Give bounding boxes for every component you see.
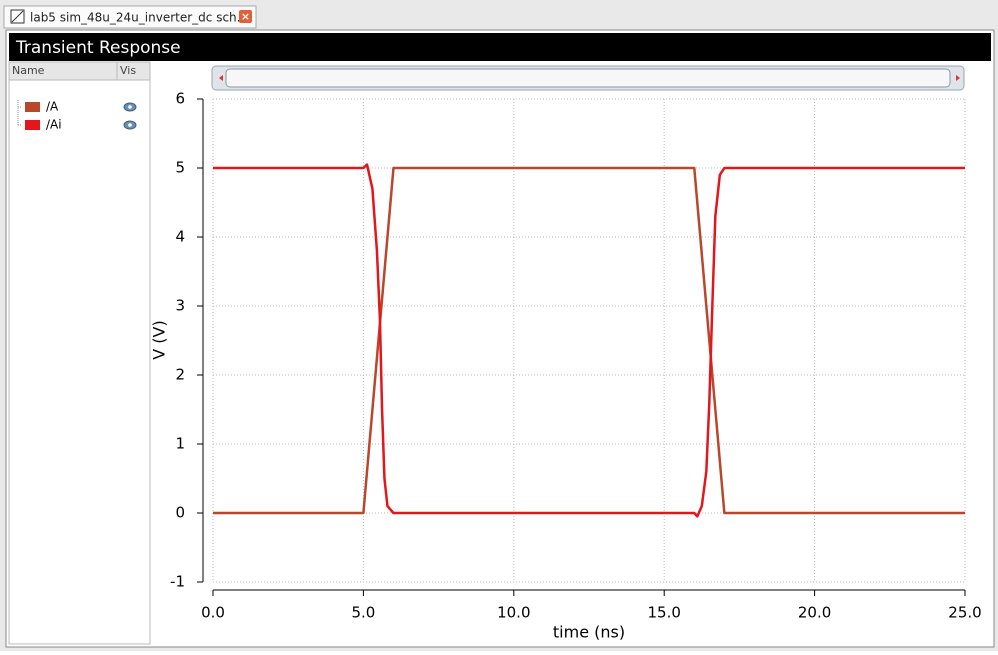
y-tick-label: 6 — [175, 90, 185, 108]
legend-panel — [8, 61, 151, 645]
x-tick-label: 20.0 — [798, 604, 831, 622]
y-tick-label: 4 — [175, 228, 185, 246]
tab-close[interactable] — [239, 10, 252, 23]
column-header: Name — [12, 64, 45, 77]
column-header: Vis — [120, 64, 136, 77]
x-axis-label: time (ns) — [553, 623, 625, 642]
x-tick-label: 10.0 — [497, 604, 530, 622]
eye-pupil — [128, 105, 132, 109]
scroll-thumb[interactable] — [225, 68, 951, 88]
tab-title: lab5 sim_48u_24u_inverter_dc sch... — [30, 11, 248, 25]
legend-swatch — [25, 102, 40, 112]
series-line — [213, 166, 965, 515]
y-tick-label: 3 — [175, 297, 185, 315]
panel-title: Transient Response — [15, 38, 181, 58]
x-tick-label: 0.0 — [201, 604, 225, 622]
legend-label: /Ai — [46, 118, 62, 132]
scroll-right[interactable] — [956, 75, 960, 81]
x-tick-label: 15.0 — [647, 604, 680, 622]
scroll-left[interactable] — [219, 75, 223, 81]
y-axis-label: V (V) — [150, 320, 169, 359]
legend-label: /A — [46, 100, 59, 114]
tab-icon-stroke — [11, 10, 24, 23]
y-tick-label: 0 — [175, 504, 185, 522]
tab[interactable] — [3, 5, 257, 29]
series-line — [213, 163, 965, 518]
tab-close-icon: × — [241, 10, 250, 23]
eye-pupil — [128, 123, 132, 127]
title-bar — [9, 33, 991, 61]
y-tick-label: 2 — [175, 366, 185, 384]
x-tick-label: 5.0 — [351, 604, 375, 622]
legend-header — [8, 61, 151, 81]
y-tick-label: 1 — [175, 435, 185, 453]
y-tick-label: -1 — [170, 573, 185, 591]
y-tick-label: 5 — [175, 159, 185, 177]
x-tick-label: 25.0 — [948, 604, 981, 622]
legend-swatch — [25, 120, 40, 130]
panel — [5, 29, 995, 648]
